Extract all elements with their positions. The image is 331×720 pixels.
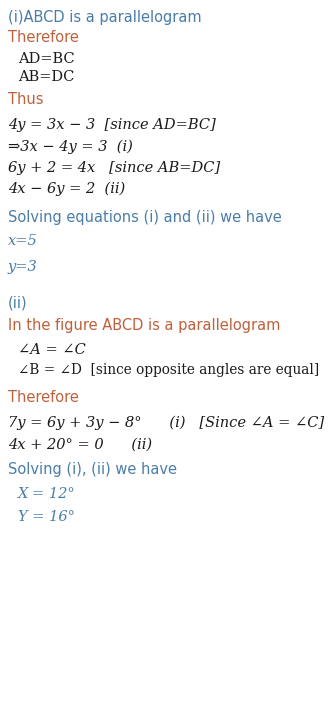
Text: X = 12°: X = 12° [18, 487, 76, 501]
Text: 4x − 6y = 2  (ii): 4x − 6y = 2 (ii) [8, 182, 125, 197]
Text: AB=DC: AB=DC [18, 70, 74, 84]
Text: AD=BC: AD=BC [18, 52, 74, 66]
Text: ∠B = ∠D  [since opposite angles are equal]: ∠B = ∠D [since opposite angles are equal… [18, 363, 319, 377]
Text: 4x + 20° = 0      (ii): 4x + 20° = 0 (ii) [8, 438, 152, 452]
Text: Y = 16°: Y = 16° [18, 510, 75, 524]
Text: Thus: Thus [8, 92, 43, 107]
Text: Therefore: Therefore [8, 30, 79, 45]
Text: ∠A = ∠C: ∠A = ∠C [18, 343, 86, 357]
Text: x=5: x=5 [8, 234, 38, 248]
Text: ⇒3x − 4y = 3  (i): ⇒3x − 4y = 3 (i) [8, 140, 133, 154]
Text: (i)ABCD is a parallelogram: (i)ABCD is a parallelogram [8, 10, 202, 25]
Text: Solving equations (i) and (ii) we have: Solving equations (i) and (ii) we have [8, 210, 282, 225]
Text: (ii): (ii) [8, 296, 27, 311]
Text: Solving (i), (ii) we have: Solving (i), (ii) we have [8, 462, 177, 477]
Text: Therefore: Therefore [8, 390, 79, 405]
Text: y=3: y=3 [8, 260, 38, 274]
Text: 7y = 6y + 3y − 8°      (i)   [Since ∠A = ∠C]: 7y = 6y + 3y − 8° (i) [Since ∠A = ∠C] [8, 416, 324, 431]
Text: In the figure ABCD is a parallelogram: In the figure ABCD is a parallelogram [8, 318, 280, 333]
Text: 4y = 3x − 3  [since AD=BC]: 4y = 3x − 3 [since AD=BC] [8, 118, 216, 132]
Text: 6y + 2 = 4x   [since AB=DC]: 6y + 2 = 4x [since AB=DC] [8, 161, 220, 175]
